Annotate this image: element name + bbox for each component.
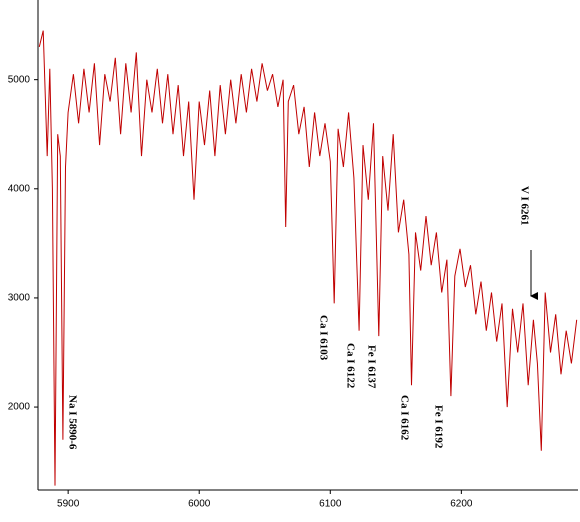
x-tick-label: 5900 [57, 499, 80, 510]
y-tick-label: 2000 [8, 402, 31, 413]
y-tick-label: 3000 [8, 293, 31, 304]
annotation: Ca I 6162 [398, 395, 410, 441]
x-tick-label: 6000 [188, 499, 211, 510]
annotation: Ca I 6122 [344, 343, 356, 389]
y-tick-label: 5000 [8, 74, 31, 85]
spectrum-line [38, 30, 578, 486]
annotation: Fe I 6192 [432, 405, 444, 449]
annotation: V I 6261 [518, 186, 530, 226]
x-tick-label: 6100 [319, 499, 342, 510]
x-tick-label: 6200 [450, 499, 473, 510]
annotation: Fe I 6137 [365, 345, 377, 389]
annotation: Na I 5890-6 [66, 395, 78, 450]
annotation: Ca I 6103 [317, 315, 329, 361]
y-tick-label: 4000 [8, 183, 31, 194]
